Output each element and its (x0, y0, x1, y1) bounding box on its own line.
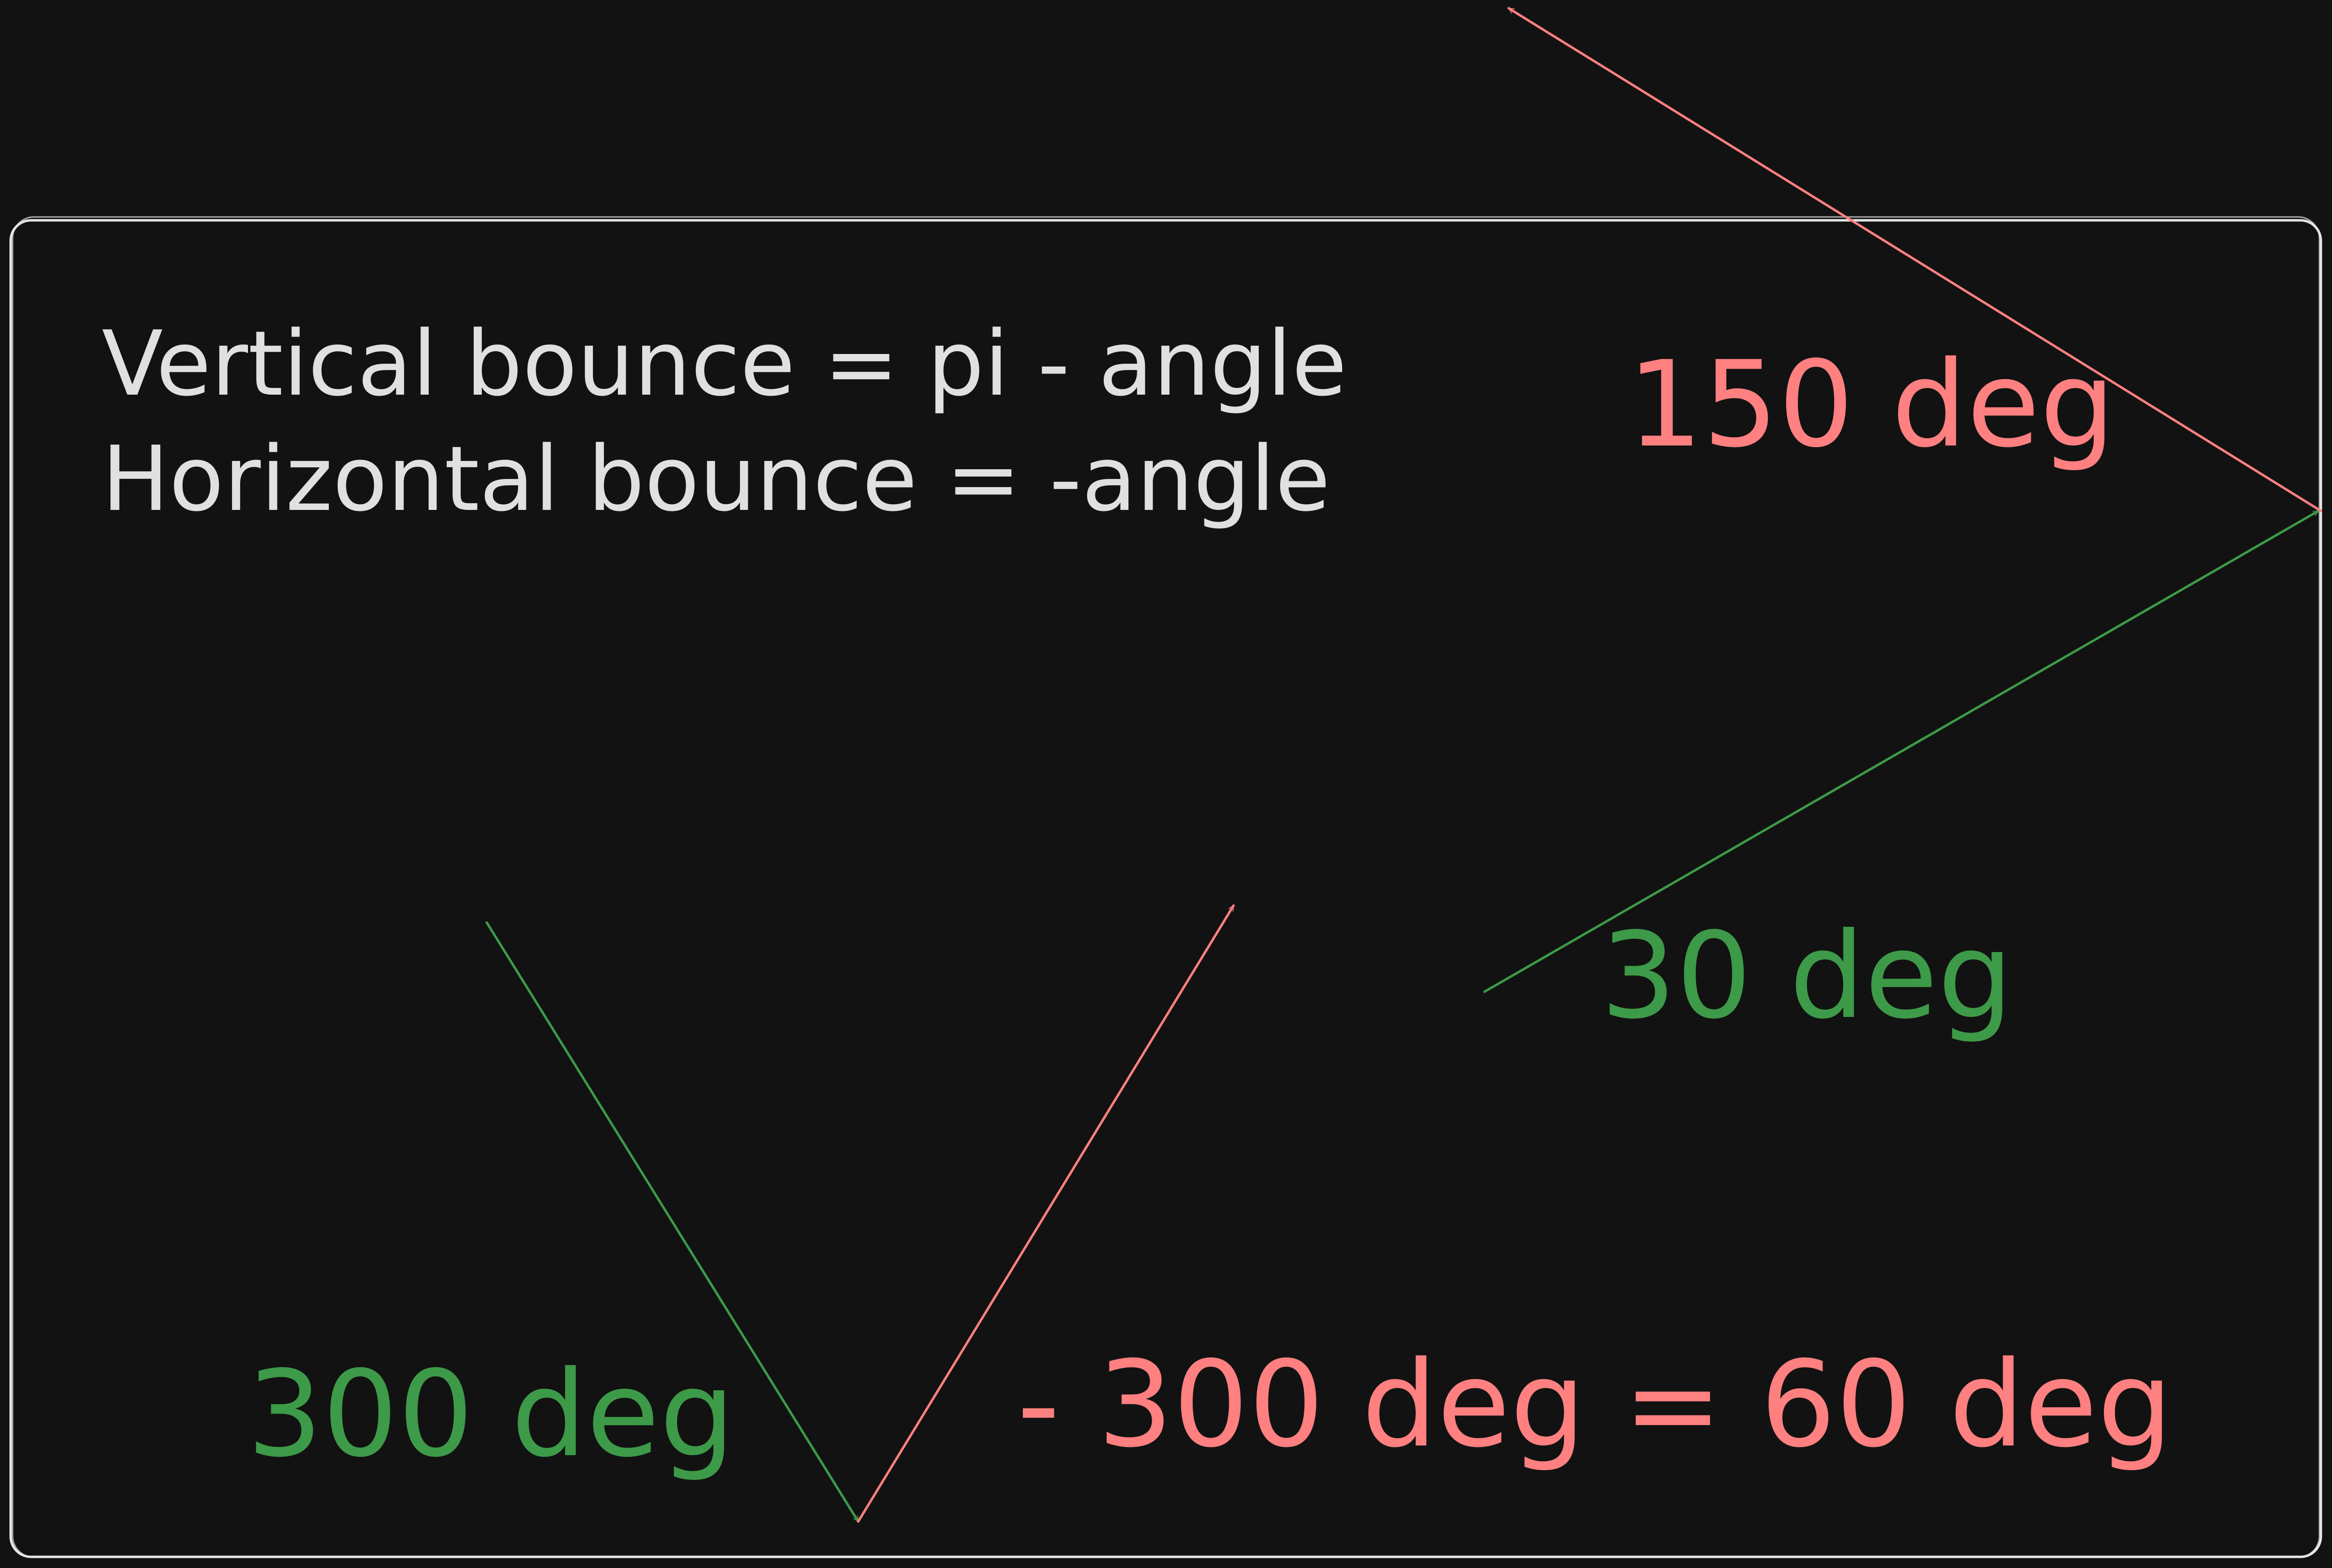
reflected-150-arrow (1507, 7, 2322, 512)
label-neg300-eq-60-deg: - 300 deg = 60 deg (1017, 1336, 2173, 1474)
note-vertical-bounce: Vertical bounce = pi - angle (102, 311, 1347, 416)
reflected-60-arrow (857, 904, 1235, 1523)
incoming-30-arrow (1483, 509, 2320, 993)
label-300-deg: 300 deg (247, 1345, 735, 1483)
label-150-deg: 150 deg (1627, 336, 2115, 474)
note-horizontal-bounce: Horizontal bounce = -angle (102, 427, 1330, 531)
bounding-box (9, 216, 2322, 1558)
incoming-300-arrow (485, 921, 860, 1523)
label-30-deg: 30 deg (1601, 907, 2013, 1045)
